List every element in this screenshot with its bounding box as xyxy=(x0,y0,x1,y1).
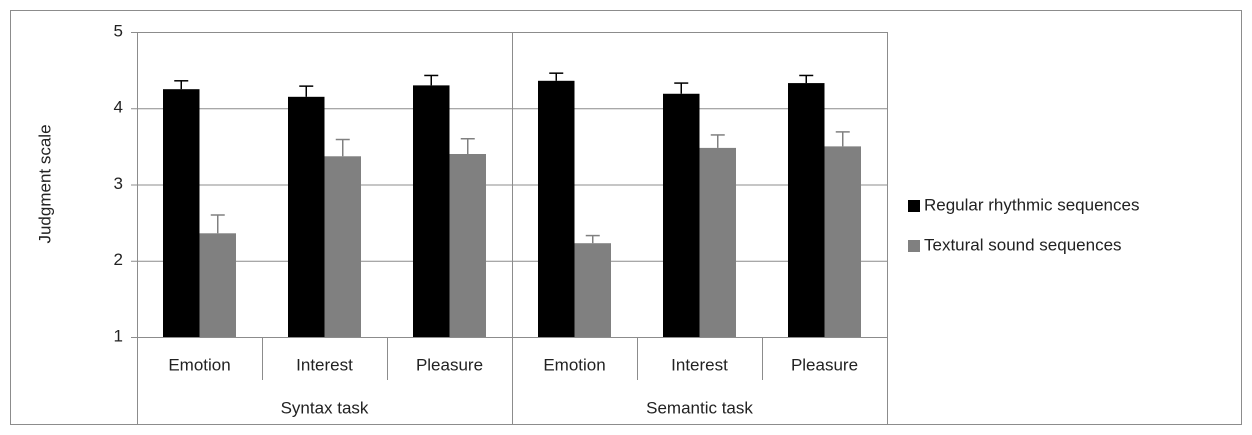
bar xyxy=(699,147,736,337)
y-tick-label: 1 xyxy=(114,326,123,345)
y-tick-label: 3 xyxy=(114,174,123,193)
y-tick-label: 4 xyxy=(114,98,123,117)
bar xyxy=(574,243,611,337)
bar xyxy=(449,154,486,337)
y-tick-label: 5 xyxy=(114,21,123,40)
group-label: Syntax task xyxy=(281,398,369,417)
y-axis-label: Judgment scale xyxy=(35,124,54,243)
x-tick-label: Interest xyxy=(296,355,353,374)
x-tick-label: Emotion xyxy=(168,355,230,374)
bar xyxy=(324,156,361,337)
chart-border xyxy=(10,10,1242,425)
bar xyxy=(824,146,861,337)
y-tick-label: 2 xyxy=(114,250,123,269)
bar xyxy=(788,83,825,338)
legend-label: Regular rhythmic sequences xyxy=(924,195,1139,214)
bar xyxy=(288,96,325,337)
bar xyxy=(163,89,200,337)
legend-swatch xyxy=(908,200,920,212)
bar xyxy=(413,85,450,337)
legend-swatch xyxy=(908,240,920,252)
x-tick-label: Emotion xyxy=(543,355,605,374)
bar xyxy=(663,93,700,337)
bar xyxy=(538,80,575,338)
x-tick-label: Interest xyxy=(671,355,728,374)
group-label: Semantic task xyxy=(646,398,753,417)
x-tick-label: Pleasure xyxy=(416,355,483,374)
bar xyxy=(199,233,236,337)
x-tick-label: Pleasure xyxy=(791,355,858,374)
legend-label: Textural sound sequences xyxy=(924,235,1122,254)
